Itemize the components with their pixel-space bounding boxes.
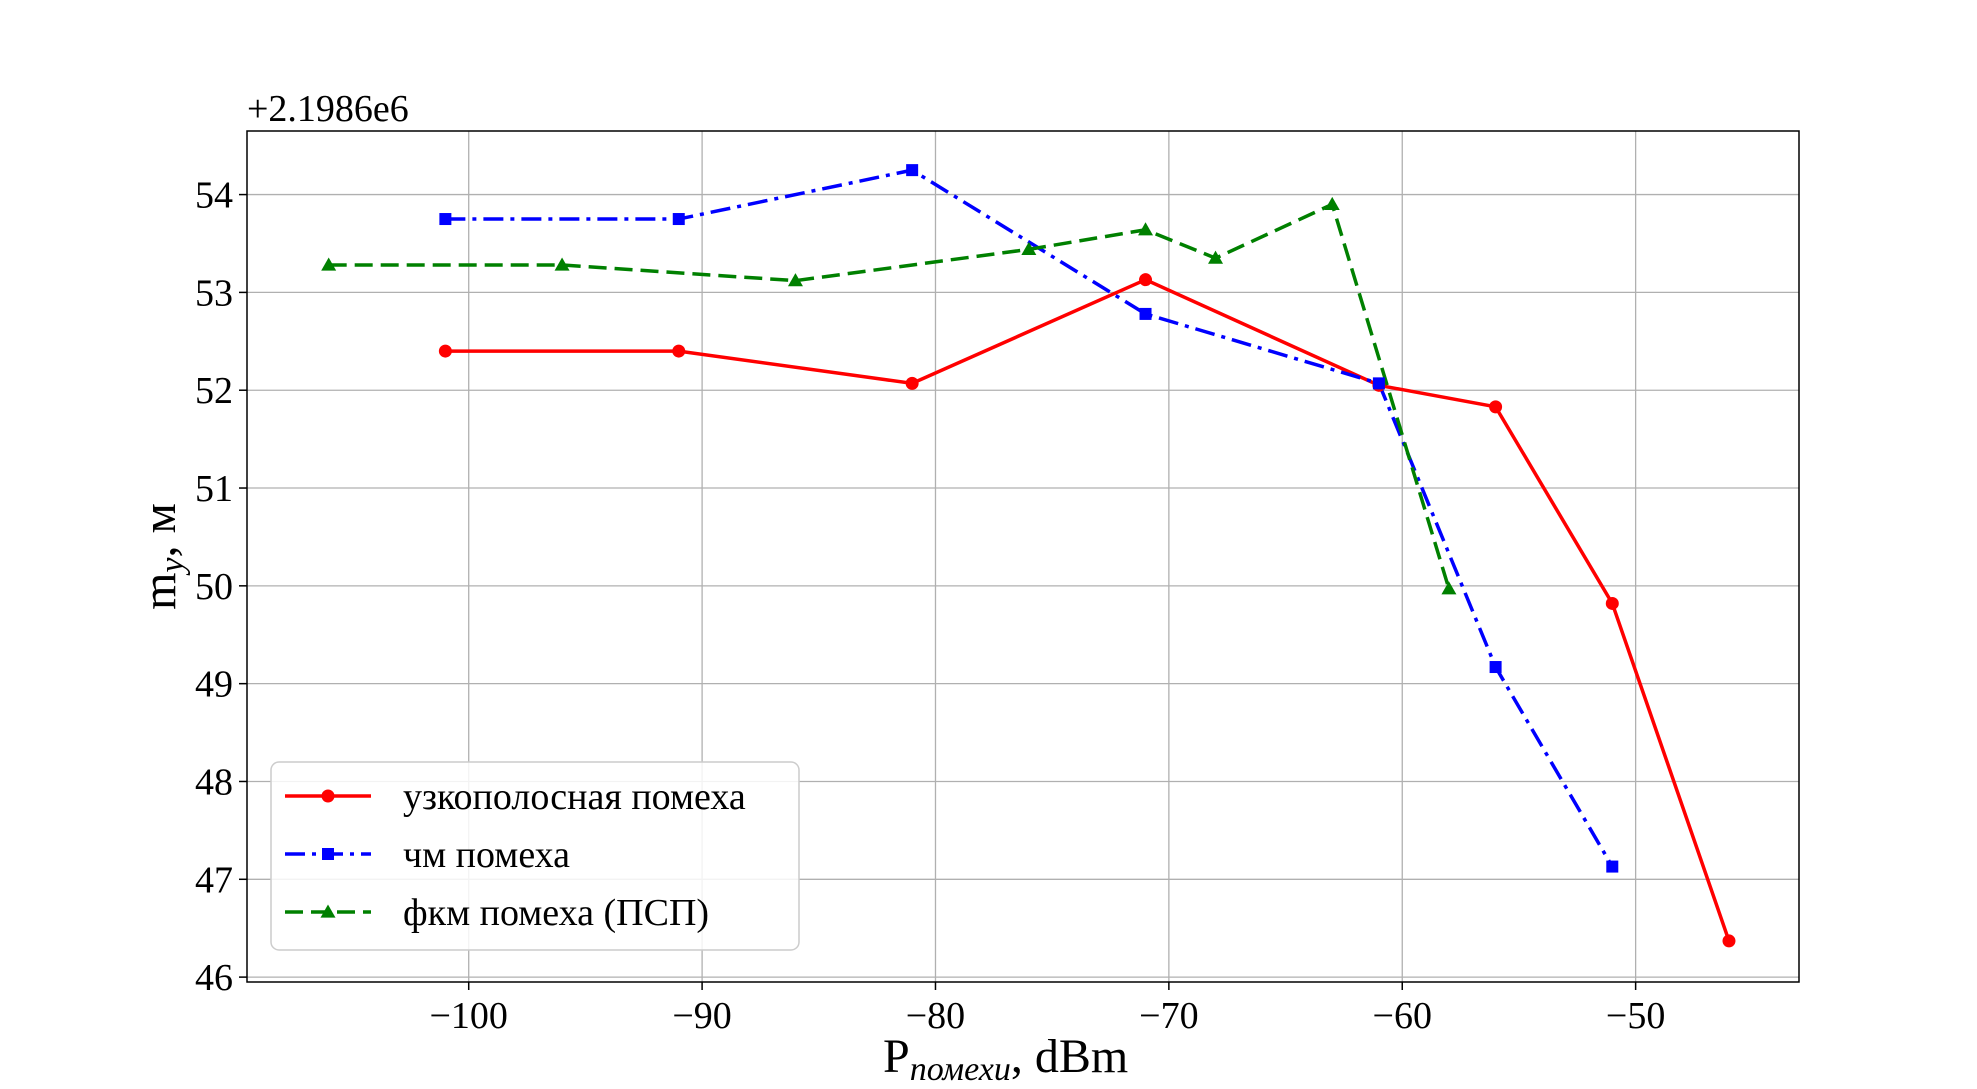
series-1-point [1489, 400, 1503, 414]
y-tick-label: 50 [195, 566, 233, 608]
y-axis-label-subscript: y [154, 557, 191, 576]
x-axis-label: Pпомехи, dBm [883, 1030, 1128, 1088]
legend: узкополосная помеха чм помеха фкм помеха (… [270, 761, 800, 951]
series-3-point [321, 257, 337, 271]
y-tick-label: 51 [195, 468, 233, 510]
y-offset-label: +2.1986e6 [247, 88, 409, 130]
x-axis-label-main: P [883, 1030, 910, 1083]
series-3-point [1021, 241, 1037, 255]
legend-label-1: узкополосная помеха [403, 776, 746, 818]
y-tick-label: 48 [195, 761, 233, 803]
legend-marker-2 [322, 848, 334, 860]
legend-marker-3 [320, 904, 336, 918]
y-axis-label: my, м [133, 503, 191, 610]
y-tick-label: 46 [195, 957, 233, 999]
series-2-point [1139, 307, 1152, 320]
series-markers [321, 164, 1736, 948]
series-2-point [1606, 860, 1619, 873]
series-2-point [1372, 377, 1385, 390]
y-axis-ticks: 46 47 48 49 50 51 52 53 54 [195, 175, 247, 999]
y-tick-label: 54 [195, 175, 233, 217]
series-2-point [439, 213, 452, 226]
series-3-point [1441, 581, 1457, 595]
series-1-point [672, 344, 686, 358]
x-tick-label: −100 [429, 995, 507, 1037]
x-axis-ticks: −100 −90 −80 −70 −60 −50 [429, 982, 1665, 1037]
x-tick-label: −50 [1606, 995, 1665, 1037]
series-1-point [438, 344, 452, 358]
series-1-point [1722, 934, 1736, 948]
x-tick-label: −70 [1139, 995, 1198, 1037]
x-tick-label: −80 [906, 995, 965, 1037]
series-1-point [905, 376, 919, 390]
x-axis-label-subscript: помехи [910, 1051, 1011, 1088]
x-tick-label: −60 [1373, 995, 1432, 1037]
legend-box [270, 761, 800, 951]
y-tick-label: 49 [195, 664, 233, 706]
series-1-point [1139, 273, 1153, 287]
series-1-point [1605, 596, 1619, 610]
legend-marker-1 [321, 789, 335, 803]
grid-lines [247, 131, 1799, 982]
series-2-point [906, 164, 919, 177]
legend-label-3: фкм помеха (ПСП) [403, 892, 709, 934]
y-tick-label: 52 [195, 370, 233, 412]
series-line-3 [328, 201, 1451, 590]
y-tick-label: 53 [195, 272, 233, 314]
y-tick-label: 47 [195, 859, 233, 901]
series-line-1 [445, 277, 1731, 942]
y-axis-label-main: m [133, 573, 186, 610]
series-3-point [554, 257, 570, 271]
plot-frame [246, 130, 1800, 983]
legend-label-2: чм помеха [403, 834, 570, 876]
x-tick-label: −90 [672, 995, 731, 1037]
series-3-point [787, 273, 803, 287]
y-axis-label-unit: , м [133, 503, 186, 557]
series-3-point [1324, 196, 1340, 210]
x-axis-label-unit: , dBm [1011, 1030, 1128, 1083]
series-2-point [1489, 661, 1502, 674]
series-3-point [1208, 250, 1224, 264]
series-3-point [1138, 222, 1154, 236]
series-2-point [672, 213, 685, 226]
